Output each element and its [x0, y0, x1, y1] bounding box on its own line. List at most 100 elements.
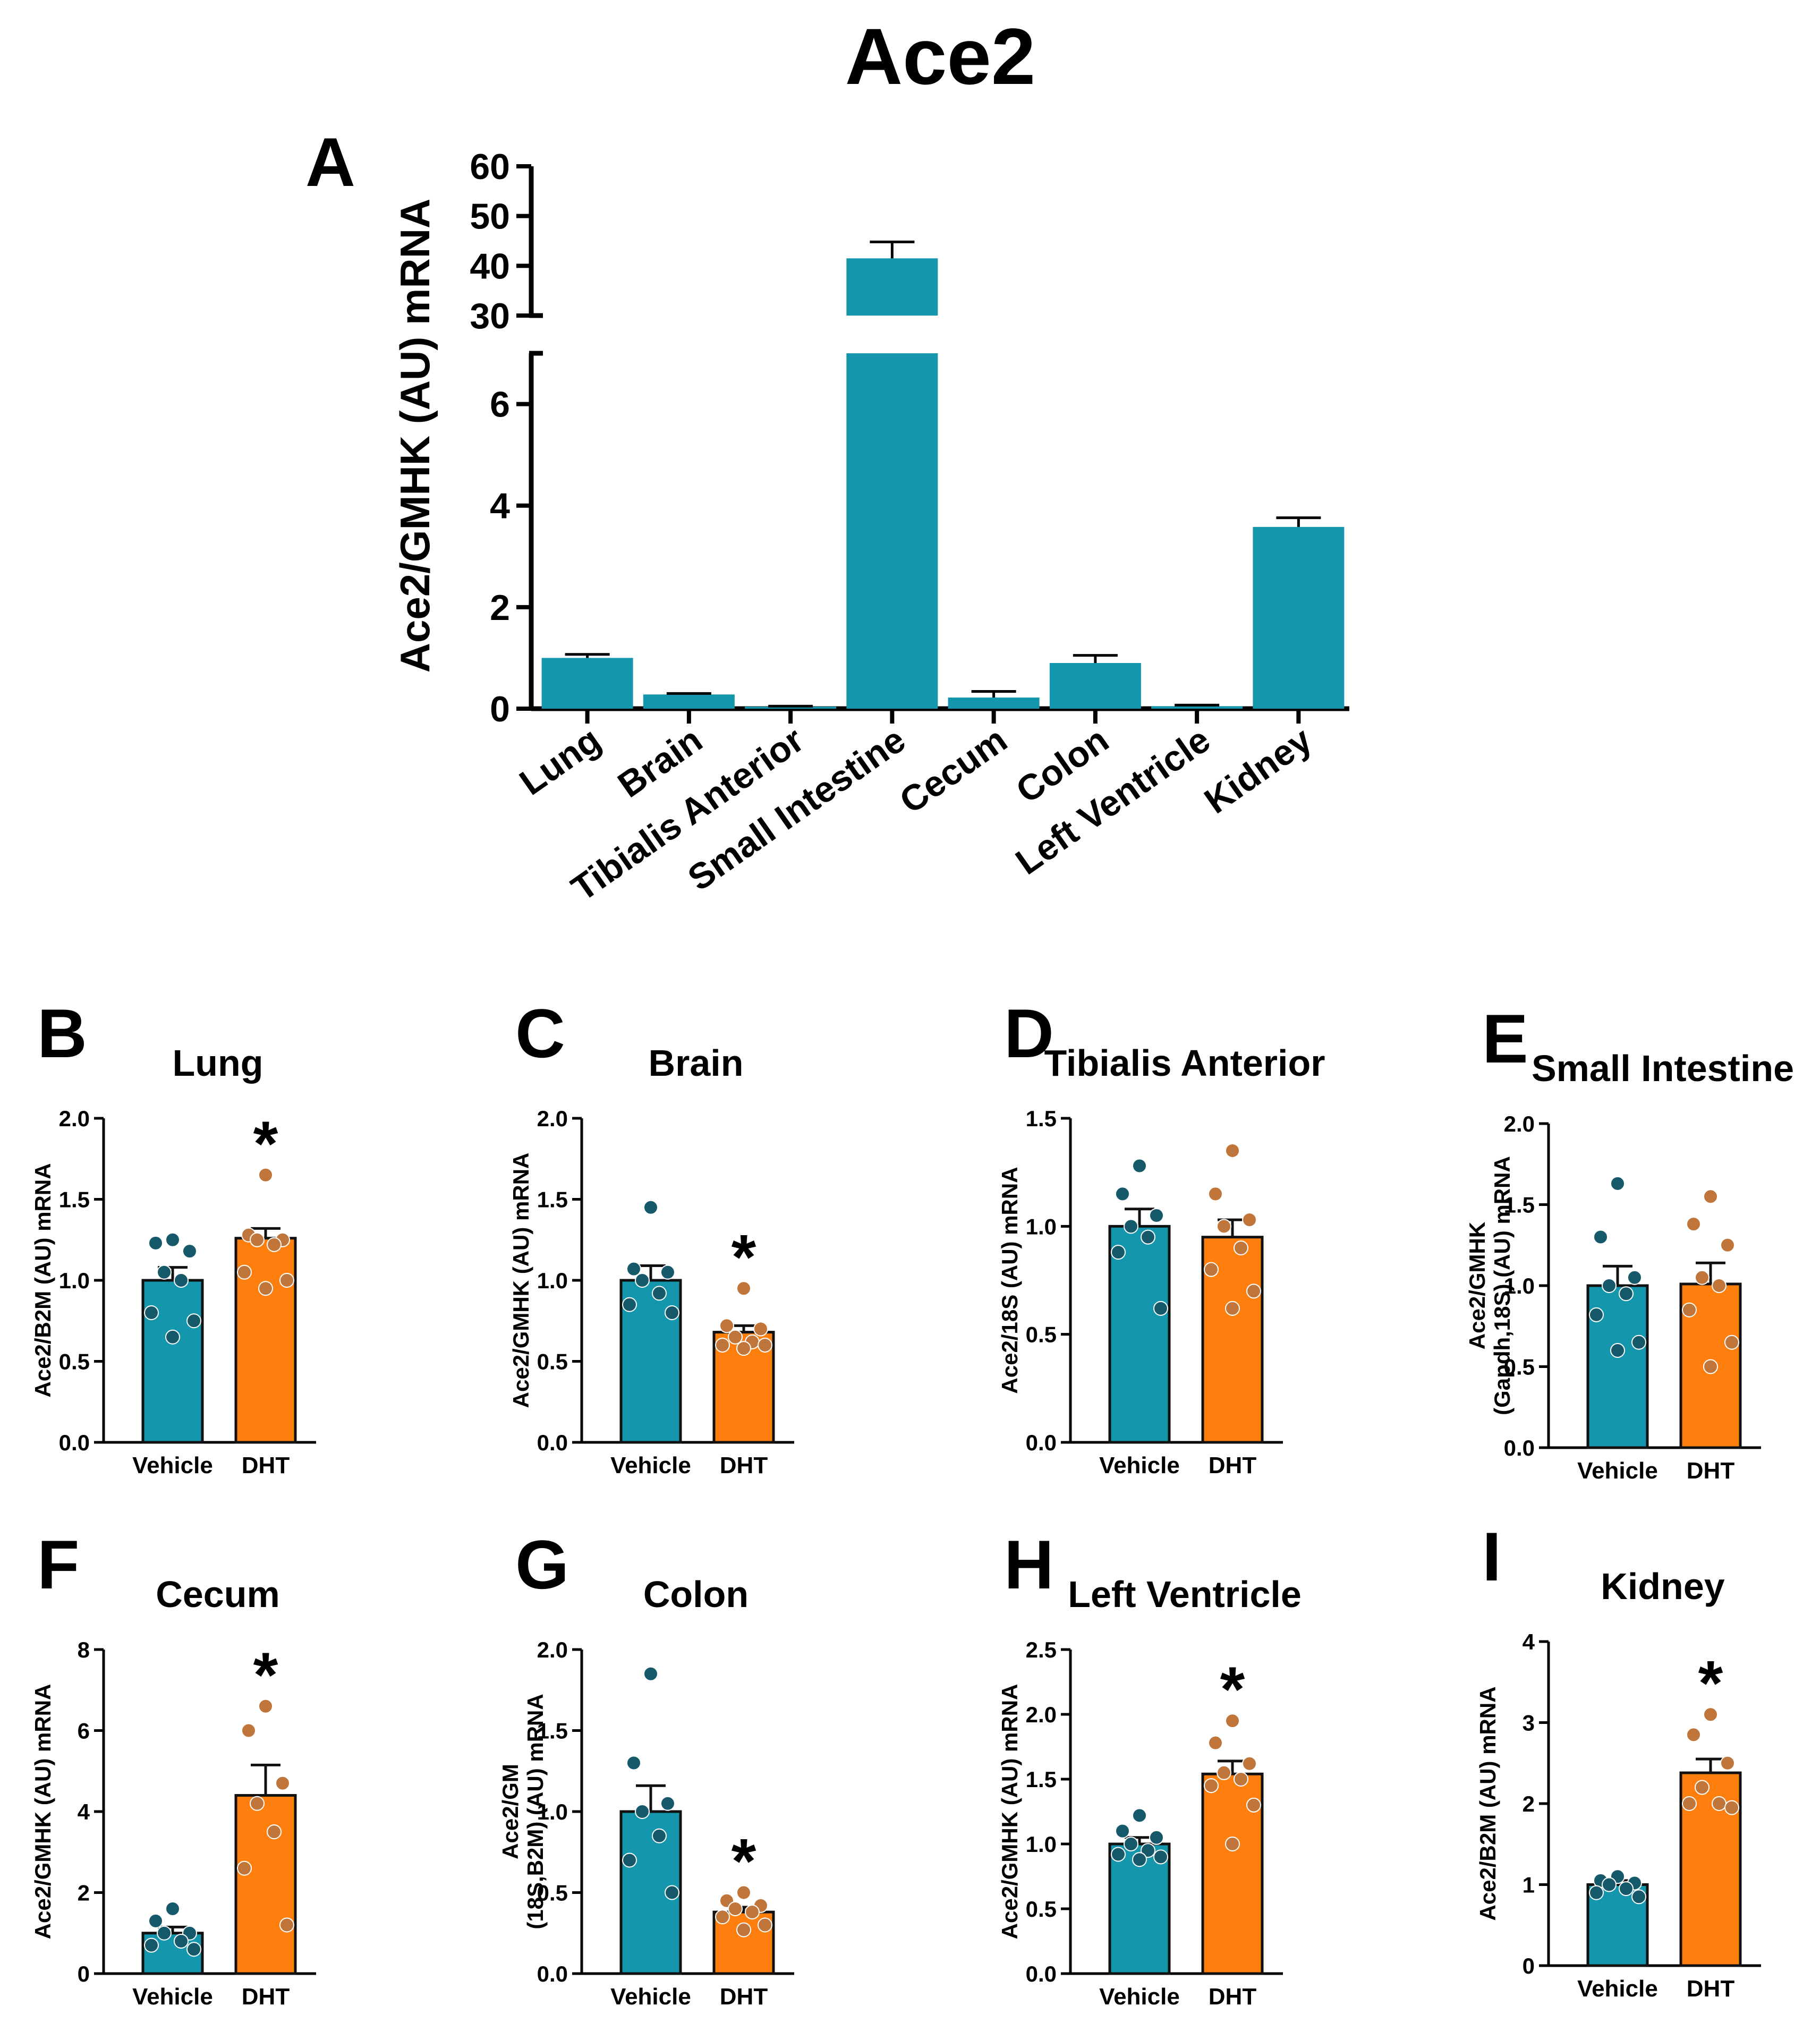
data-point — [1217, 1765, 1231, 1780]
panel-label-a: A — [305, 123, 355, 201]
y-tick-label: 1.0 — [537, 1799, 568, 1824]
x-tick-label: Kidney — [1197, 719, 1319, 821]
data-point — [1619, 1881, 1634, 1897]
y-tick-label: 0.5 — [1504, 1355, 1535, 1380]
y-axis-label: Ace2/GMHK (AU) mRNA — [997, 1684, 1022, 1940]
y-tick-label: 4 — [78, 1799, 90, 1824]
data-point — [258, 1281, 273, 1296]
x-tick-label: DHT — [242, 1452, 290, 1478]
y-tick-label: 60 — [470, 147, 510, 187]
data-point — [1132, 1808, 1147, 1823]
y-tick-label: 2.5 — [1026, 1637, 1057, 1662]
panel-label: C — [515, 994, 565, 1072]
data-point — [1703, 1359, 1718, 1374]
data-point — [1627, 1270, 1642, 1285]
data-point — [1602, 1877, 1617, 1892]
data-point — [1141, 1843, 1155, 1858]
x-tick-label: Cecum — [892, 719, 1014, 821]
data-point — [186, 1313, 201, 1329]
data-point — [1225, 1713, 1240, 1729]
y-tick-label: 0 — [78, 1961, 90, 1986]
data-point — [1686, 1727, 1701, 1742]
y-tick-label: 4 — [1523, 1629, 1535, 1654]
y-tick-label: 40 — [470, 246, 510, 286]
data-point — [1724, 1800, 1739, 1815]
data-point — [736, 1341, 751, 1356]
data-point — [1720, 1755, 1735, 1771]
data-point — [1724, 1334, 1739, 1350]
y-tick-label: 1.0 — [1504, 1273, 1535, 1298]
data-point — [258, 1167, 273, 1183]
y-tick-label: 8 — [78, 1637, 90, 1662]
data-point — [1208, 1186, 1223, 1202]
data-point — [1149, 1830, 1164, 1845]
y-tick-label: 2 — [78, 1881, 90, 1906]
y-axis-label: Ace2/B2M (AU) mRNA — [30, 1163, 55, 1397]
data-point — [1610, 1176, 1625, 1191]
y-tick-label: 0.0 — [1026, 1430, 1057, 1455]
data-point — [1695, 1780, 1710, 1795]
data-point — [237, 1860, 252, 1876]
data-point — [1153, 1300, 1168, 1316]
data-point — [652, 1286, 667, 1301]
y-tick-label: 2.0 — [537, 1637, 568, 1662]
y-tick-label: 0.0 — [537, 1961, 568, 1986]
data-point — [1111, 1847, 1126, 1862]
data-point — [1204, 1262, 1219, 1277]
data-point — [165, 1901, 180, 1916]
y-tick-label: 6 — [490, 385, 510, 425]
data-point — [1115, 1823, 1130, 1839]
data-point — [715, 1909, 730, 1925]
y-axis-label-line: (Gapdh,18S) (AU) mRNA — [1490, 1156, 1515, 1415]
data-point — [719, 1318, 734, 1333]
data-point — [186, 1942, 201, 1957]
data-point — [165, 1329, 180, 1345]
data-point — [275, 1775, 290, 1791]
y-tick-label: 4 — [490, 486, 510, 526]
bar — [541, 658, 633, 709]
data-point — [1610, 1343, 1625, 1358]
data-point — [626, 1261, 641, 1277]
panel-label: F — [37, 1526, 79, 1603]
y-tick-label: 0 — [1523, 1953, 1535, 1978]
data-point — [1703, 1189, 1718, 1204]
x-tick-label: Vehicle — [610, 1984, 691, 2010]
bar — [1253, 526, 1345, 709]
data-point — [157, 1925, 172, 1941]
panel-title: Cecum — [156, 1574, 279, 1615]
x-tick-label: Vehicle — [132, 1452, 213, 1478]
data-point — [758, 1917, 772, 1933]
y-tick-label: 1.0 — [59, 1268, 90, 1293]
panel-label: G — [515, 1526, 569, 1603]
y-tick-label: 6 — [78, 1719, 90, 1744]
data-point — [643, 1200, 658, 1215]
data-point — [745, 1905, 760, 1920]
bar — [141, 1279, 204, 1444]
data-point — [736, 1922, 751, 1937]
x-tick-label: DHT — [242, 1984, 290, 2010]
x-tick-label: Vehicle — [1577, 1976, 1658, 2002]
bar — [643, 694, 735, 709]
data-point — [1242, 1212, 1257, 1228]
data-point — [635, 1273, 650, 1288]
data-point — [250, 1232, 265, 1247]
data-point — [144, 1937, 159, 1953]
panel-b: B Lung 0.0 0.5 1.0 1.5 2.0 Ace2/B2M (AU) mRNA Ve… — [30, 994, 316, 1478]
y-tick-label: 1.5 — [1026, 1767, 1057, 1792]
y-tick-label: 2.0 — [1504, 1111, 1535, 1136]
y-axis-label: Ace2/B2M (AU) mRNA — [1475, 1686, 1500, 1920]
panel-label: I — [1482, 1518, 1501, 1595]
x-tick-label: DHT — [1209, 1452, 1257, 1478]
data-point — [1153, 1849, 1168, 1865]
bar — [846, 353, 938, 709]
y-tick-label: 0.5 — [537, 1881, 568, 1906]
bar — [846, 258, 938, 316]
panel-title: Lung — [172, 1042, 263, 1084]
y-axis-label-line: Ace2/GM — [498, 1764, 523, 1859]
data-point — [626, 1755, 641, 1771]
y-tick-label: 50 — [470, 197, 510, 237]
panel-title: Left Ventricle — [1068, 1574, 1302, 1615]
